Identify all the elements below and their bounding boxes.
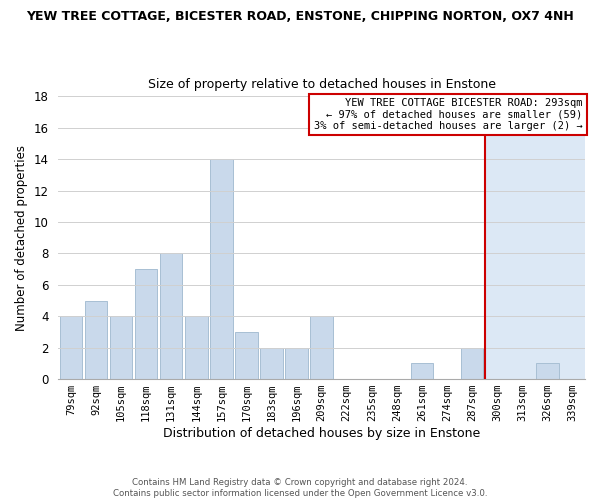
Bar xyxy=(235,332,257,379)
Bar xyxy=(185,316,208,379)
Y-axis label: Number of detached properties: Number of detached properties xyxy=(15,144,28,330)
Bar xyxy=(461,348,484,379)
Bar xyxy=(135,269,157,379)
Title: Size of property relative to detached houses in Enstone: Size of property relative to detached ho… xyxy=(148,78,496,91)
Bar xyxy=(410,364,433,379)
Bar xyxy=(110,316,132,379)
Bar xyxy=(310,316,333,379)
Bar xyxy=(285,348,308,379)
Bar xyxy=(536,364,559,379)
Bar xyxy=(260,348,283,379)
Bar xyxy=(160,254,182,379)
X-axis label: Distribution of detached houses by size in Enstone: Distribution of detached houses by size … xyxy=(163,427,480,440)
Text: Contains HM Land Registry data © Crown copyright and database right 2024.
Contai: Contains HM Land Registry data © Crown c… xyxy=(113,478,487,498)
Bar xyxy=(485,96,585,379)
Bar xyxy=(85,300,107,379)
Text: YEW TREE COTTAGE, BICESTER ROAD, ENSTONE, CHIPPING NORTON, OX7 4NH: YEW TREE COTTAGE, BICESTER ROAD, ENSTONE… xyxy=(26,10,574,23)
Bar xyxy=(59,316,82,379)
Text: YEW TREE COTTAGE BICESTER ROAD: 293sqm
← 97% of detached houses are smaller (59): YEW TREE COTTAGE BICESTER ROAD: 293sqm ←… xyxy=(314,98,583,131)
Bar xyxy=(210,159,233,379)
